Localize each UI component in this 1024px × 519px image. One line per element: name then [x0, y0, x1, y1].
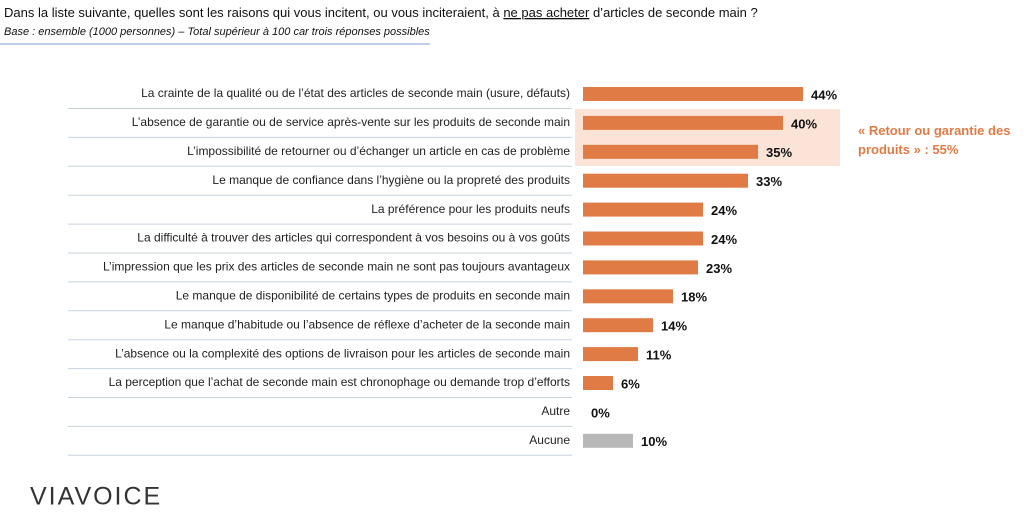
bar: [583, 289, 673, 304]
category-label: Aucune: [529, 433, 570, 447]
bar: [583, 173, 748, 188]
category-label: L’impression que les prix des articles d…: [103, 260, 570, 274]
title-part: ne pas acheter: [503, 5, 590, 20]
chart-title: Dans la liste suivante, quelles sont les…: [4, 5, 758, 20]
value-label: 0%: [591, 405, 610, 420]
category-label: Autre: [541, 404, 570, 418]
bar: [583, 87, 803, 101]
value-label: 44%: [811, 87, 837, 102]
annotation: « Retour ou garantie des produits » : 55…: [858, 123, 1011, 157]
subtitle: Base : ensemble (1000 personnes) – Total…: [4, 26, 430, 38]
category-label: Le manque d’habitude ou l’absence de réf…: [164, 317, 570, 331]
value-label: 10%: [641, 434, 667, 449]
bar: [583, 347, 638, 362]
brand-logo: VIAVOICE: [30, 483, 162, 511]
title-part: Dans la liste suivante, quelles sont les…: [4, 5, 503, 20]
category-label: Le manque de disponibilité de certains t…: [176, 288, 570, 302]
value-label: 35%: [766, 145, 792, 160]
bar: [583, 202, 703, 217]
category-label: La préférence pour les produits neufs: [371, 202, 570, 216]
bar: [583, 433, 633, 448]
category-label: L’absence ou la complexité des options d…: [115, 346, 570, 360]
bar: [583, 260, 698, 275]
bar: [583, 318, 653, 333]
value-label: 33%: [756, 174, 782, 189]
category-label: La perception que l’achat de seconde mai…: [109, 375, 570, 389]
value-label: 23%: [706, 261, 732, 276]
bar: [583, 376, 613, 390]
category-label: Le manque de confiance dans l’hygiène ou…: [212, 173, 570, 187]
bar: [583, 115, 783, 130]
value-label: 14%: [661, 319, 687, 334]
category-label: L’absence de garantie ou de service aprè…: [132, 115, 570, 129]
value-label: 18%: [681, 290, 707, 305]
value-label: 24%: [711, 203, 737, 218]
value-label: 6%: [621, 376, 640, 391]
value-label: 24%: [711, 232, 737, 247]
bar: [583, 231, 703, 246]
title-part: d’articles de seconde main ?: [589, 5, 757, 20]
category-label: La crainte de la qualité ou de l’état de…: [141, 86, 570, 100]
category-label: La difficulté à trouver des articles qui…: [137, 231, 570, 245]
value-label: 40%: [791, 116, 817, 131]
value-label: 11%: [646, 348, 672, 363]
bar: [583, 144, 758, 159]
category-label: L’impossibilité de retourner ou d’échang…: [187, 144, 570, 158]
